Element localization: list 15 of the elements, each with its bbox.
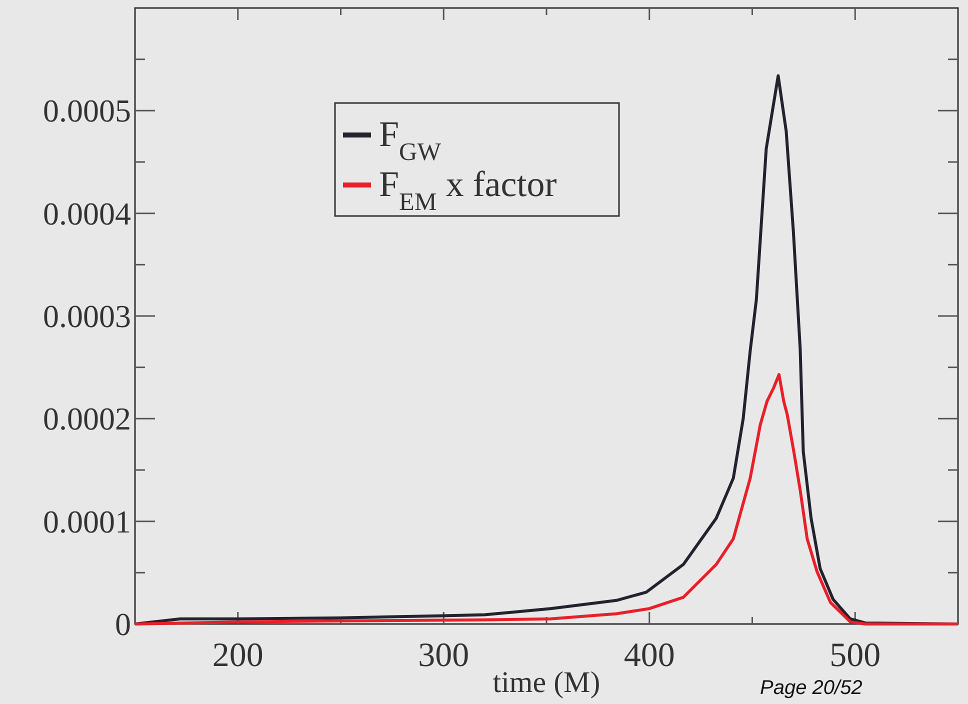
y-tick-label: 0 <box>115 606 131 642</box>
legend-label: F$_{EM}$ x factor <box>379 164 557 216</box>
x-tick-label: 500 <box>830 637 881 674</box>
legend-label: F$_{GW}$ <box>379 114 442 166</box>
x-tick-label: 300 <box>418 637 470 674</box>
x-tick-label: 200 <box>212 637 264 674</box>
x-axis-title: time (M) <box>492 666 600 699</box>
line-series <box>134 373 960 626</box>
y-tick-label: 0.0005 <box>43 92 131 129</box>
y-tick-label: 0.0003 <box>43 298 131 334</box>
y-tick-label: 0.0001 <box>43 503 131 540</box>
text: Page 20/52 <box>760 677 862 699</box>
y-tick-label: 0.0004 <box>43 195 131 232</box>
y-tick-label: 0.0002 <box>43 400 131 437</box>
x-tick-label: 400 <box>624 637 675 674</box>
